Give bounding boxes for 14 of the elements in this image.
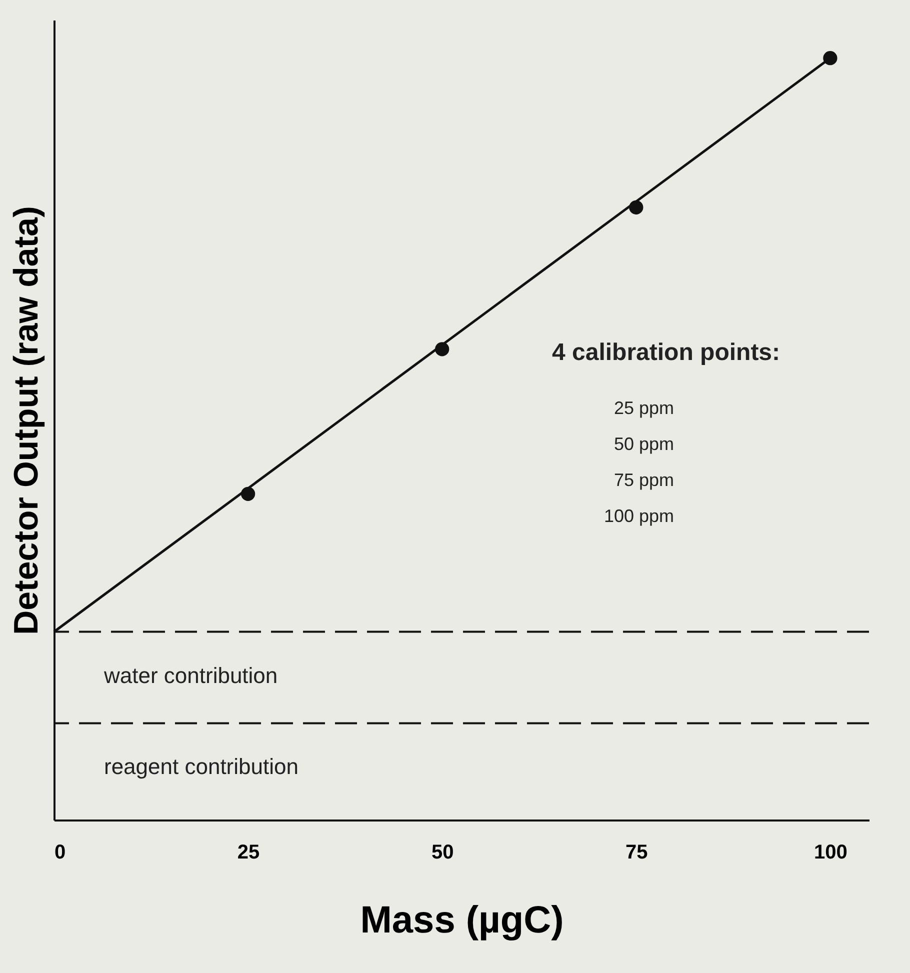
annotation: 75 ppm — [614, 470, 674, 490]
annotation: 25 ppm — [614, 398, 674, 418]
annotation: 100 ppm — [604, 506, 674, 526]
y-axis-title: Detector Output (raw data) — [8, 206, 46, 635]
x-tick-label: 100 — [814, 842, 848, 864]
ref-line-label: reagent contribution — [104, 754, 298, 780]
ref-line-label: water contribution — [103, 662, 278, 688]
x-tick-label: 50 — [431, 842, 454, 864]
x-tick-label: 75 — [626, 842, 648, 864]
x-tick-label: 25 — [237, 842, 260, 864]
annotation: 4 calibration points: — [552, 339, 780, 366]
annotation: 50 ppm — [614, 434, 674, 454]
x-axis-title: Mass (µgC) — [360, 900, 564, 942]
x-tick-label: 0 — [54, 842, 66, 864]
